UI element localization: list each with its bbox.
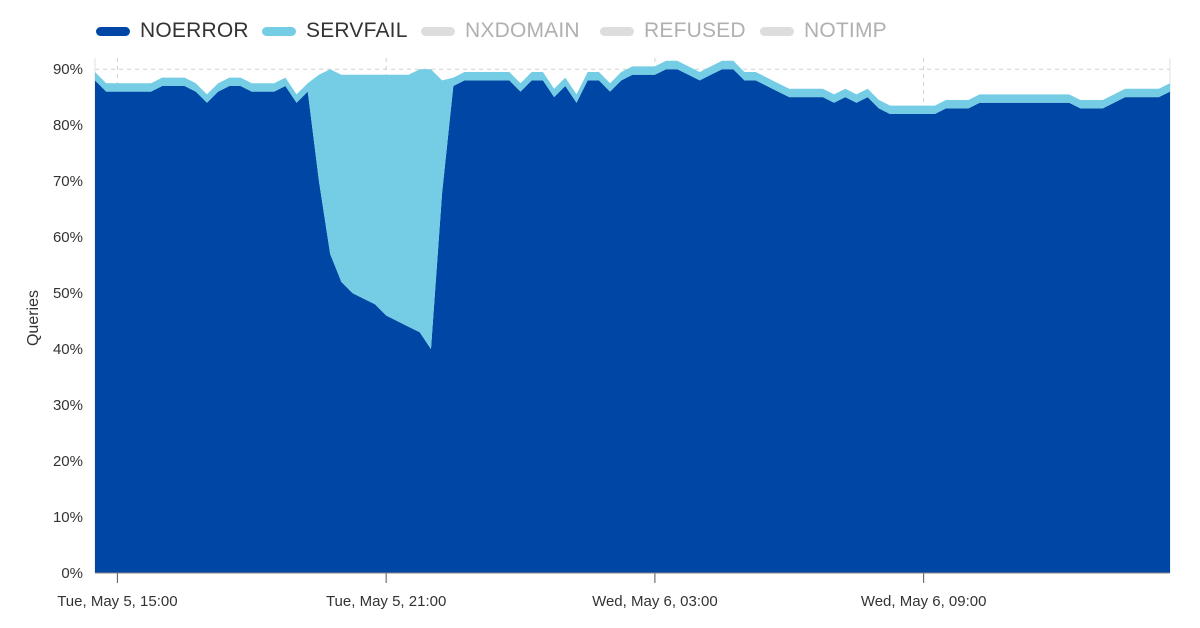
- legend-swatch-noerror: [96, 26, 130, 36]
- x-tick-label: Tue, May 5, 21:00: [326, 593, 446, 610]
- legend-swatch-notimp: [760, 26, 794, 36]
- legend-swatch-servfail: [262, 26, 296, 36]
- legend-label-refused: REFUSED: [644, 19, 746, 42]
- y-tick-label: 60%: [53, 229, 83, 246]
- legend-item-noerror[interactable]: NOERROR: [96, 18, 249, 44]
- legend-item-refused[interactable]: REFUSED: [600, 18, 746, 44]
- area-noerror: [95, 69, 1170, 573]
- chart-areas: [95, 60, 1170, 573]
- y-tick-label: 50%: [53, 285, 83, 302]
- y-tick-label: 20%: [53, 453, 83, 470]
- y-tick-label: 0%: [61, 565, 83, 582]
- x-tick-label: Wed, May 6, 03:00: [592, 593, 718, 610]
- y-tick-label: 30%: [53, 397, 83, 414]
- legend-label-notimp: NOTIMP: [804, 19, 887, 42]
- y-tick-label: 10%: [53, 509, 83, 526]
- x-tick-label: Tue, May 5, 15:00: [57, 593, 177, 610]
- y-tick-label: 70%: [53, 173, 83, 190]
- x-tick-label: Wed, May 6, 09:00: [861, 593, 987, 610]
- legend-item-notimp[interactable]: NOTIMP: [760, 18, 887, 44]
- legend-swatch-nxdomain: [421, 26, 455, 36]
- y-tick-label: 90%: [53, 61, 83, 78]
- x-axis: Tue, May 5, 15:00 Tue, May 5, 21:00 Wed, M…: [57, 572, 1170, 610]
- legend-label-noerror: NOERROR: [140, 19, 249, 42]
- legend-label-nxdomain: NXDOMAIN: [465, 19, 580, 42]
- y-tick-label: 40%: [53, 341, 83, 358]
- y-tick-label: 80%: [53, 117, 83, 134]
- y-axis-label: Queries: [25, 290, 42, 346]
- legend-item-servfail[interactable]: SERVFAIL: [262, 18, 408, 44]
- legend-label-servfail: SERVFAIL: [306, 19, 408, 42]
- area-servfail: [95, 60, 1170, 350]
- y-axis: 0% 10% 20% 30% 40% 50% 60% 70% 80% 90%: [53, 61, 83, 582]
- legend-swatch-refused: [600, 26, 634, 36]
- legend-item-nxdomain[interactable]: NXDOMAIN: [421, 18, 580, 44]
